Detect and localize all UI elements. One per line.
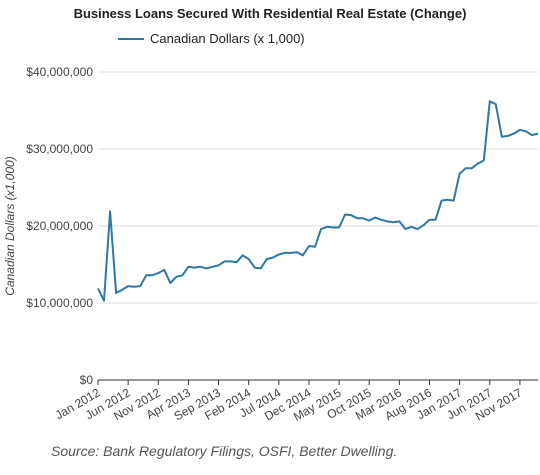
legend-label: Canadian Dollars (x 1,000)	[150, 31, 305, 46]
source-note: Source: Bank Regulatory Filings, OSFI, B…	[51, 443, 398, 459]
y-tick-label: $30,000,000	[26, 142, 93, 156]
legend[interactable]: Canadian Dollars (x 1,000)	[118, 31, 305, 46]
y-tick-label: $40,000,000	[26, 65, 93, 79]
chart-title: Business Loans Secured With Residential …	[73, 6, 467, 21]
y-tick-label: $20,000,000	[26, 219, 93, 233]
legend-swatch	[118, 37, 144, 40]
series-line	[97, 100, 539, 302]
y-tick-label: $10,000,000	[26, 296, 93, 310]
chart-plot: $0 $10,000,000 $20,000,000 $30,000,000 $40,0…	[3, 65, 539, 424]
y-axis-title: Canadian Dollars (x1,000)	[3, 156, 17, 295]
y-tick-label: $0	[80, 373, 94, 387]
